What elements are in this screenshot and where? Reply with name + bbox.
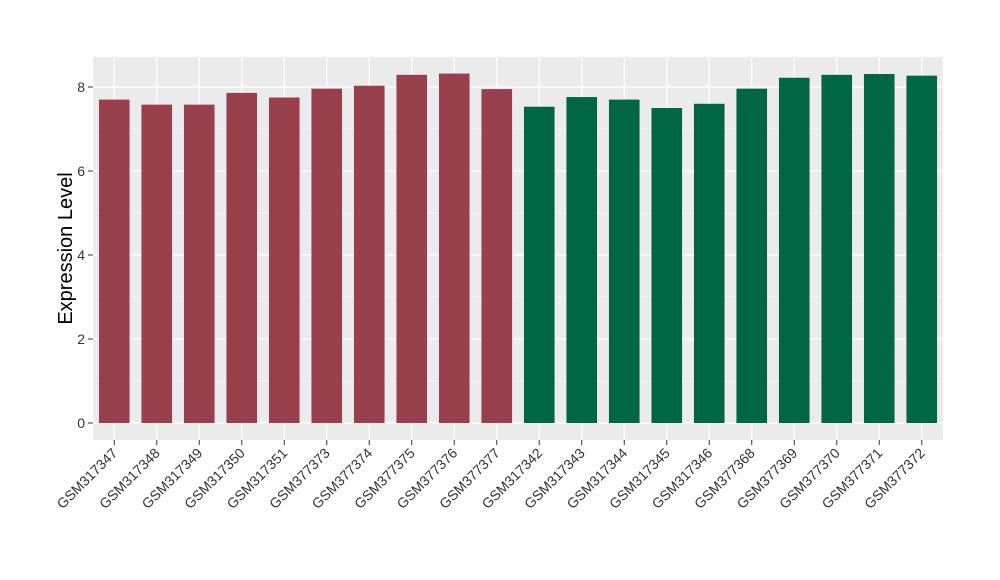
bar-gsm377370[interactable] xyxy=(821,74,853,423)
bar-gsm317351[interactable] xyxy=(268,97,300,424)
bar-gsm377369[interactable] xyxy=(778,77,810,423)
y-axis: 0 2 4 6 8 xyxy=(77,79,93,431)
bar-gsm377376[interactable] xyxy=(438,73,470,423)
bar-gsm317349[interactable] xyxy=(183,104,215,423)
bar-gsm377373[interactable] xyxy=(311,88,343,424)
bar-gsm317350[interactable] xyxy=(226,92,258,423)
bar-gsm317346[interactable] xyxy=(693,103,725,424)
y-tick-label: 8 xyxy=(77,79,85,95)
bar-gsm317344[interactable] xyxy=(608,99,640,423)
bar-gsm377377[interactable] xyxy=(481,89,513,423)
bar-gsm377368[interactable] xyxy=(736,88,768,424)
y-tick-label: 0 xyxy=(77,415,85,431)
y-tick-label: 4 xyxy=(77,247,85,263)
bar-gsm317345[interactable] xyxy=(651,108,683,423)
bar-gsm317342[interactable] xyxy=(523,106,555,424)
y-tick-label: 2 xyxy=(77,331,85,347)
x-axis: GSM317347GSM317348GSM317349GSM317350GSM3… xyxy=(53,440,928,512)
bar-gsm377375[interactable] xyxy=(396,74,428,423)
bars xyxy=(98,73,938,424)
bar-gsm317347[interactable] xyxy=(98,99,130,423)
bar-gsm377371[interactable] xyxy=(863,73,895,423)
bar-gsm317343[interactable] xyxy=(566,97,598,423)
plot-panel xyxy=(93,57,943,440)
y-tick-label: 6 xyxy=(77,163,85,179)
y-axis-title: Expression Level xyxy=(55,172,77,324)
bar-gsm377372[interactable] xyxy=(906,75,938,423)
bar-gsm317348[interactable] xyxy=(141,104,173,423)
bar-gsm377374[interactable] xyxy=(353,85,385,424)
